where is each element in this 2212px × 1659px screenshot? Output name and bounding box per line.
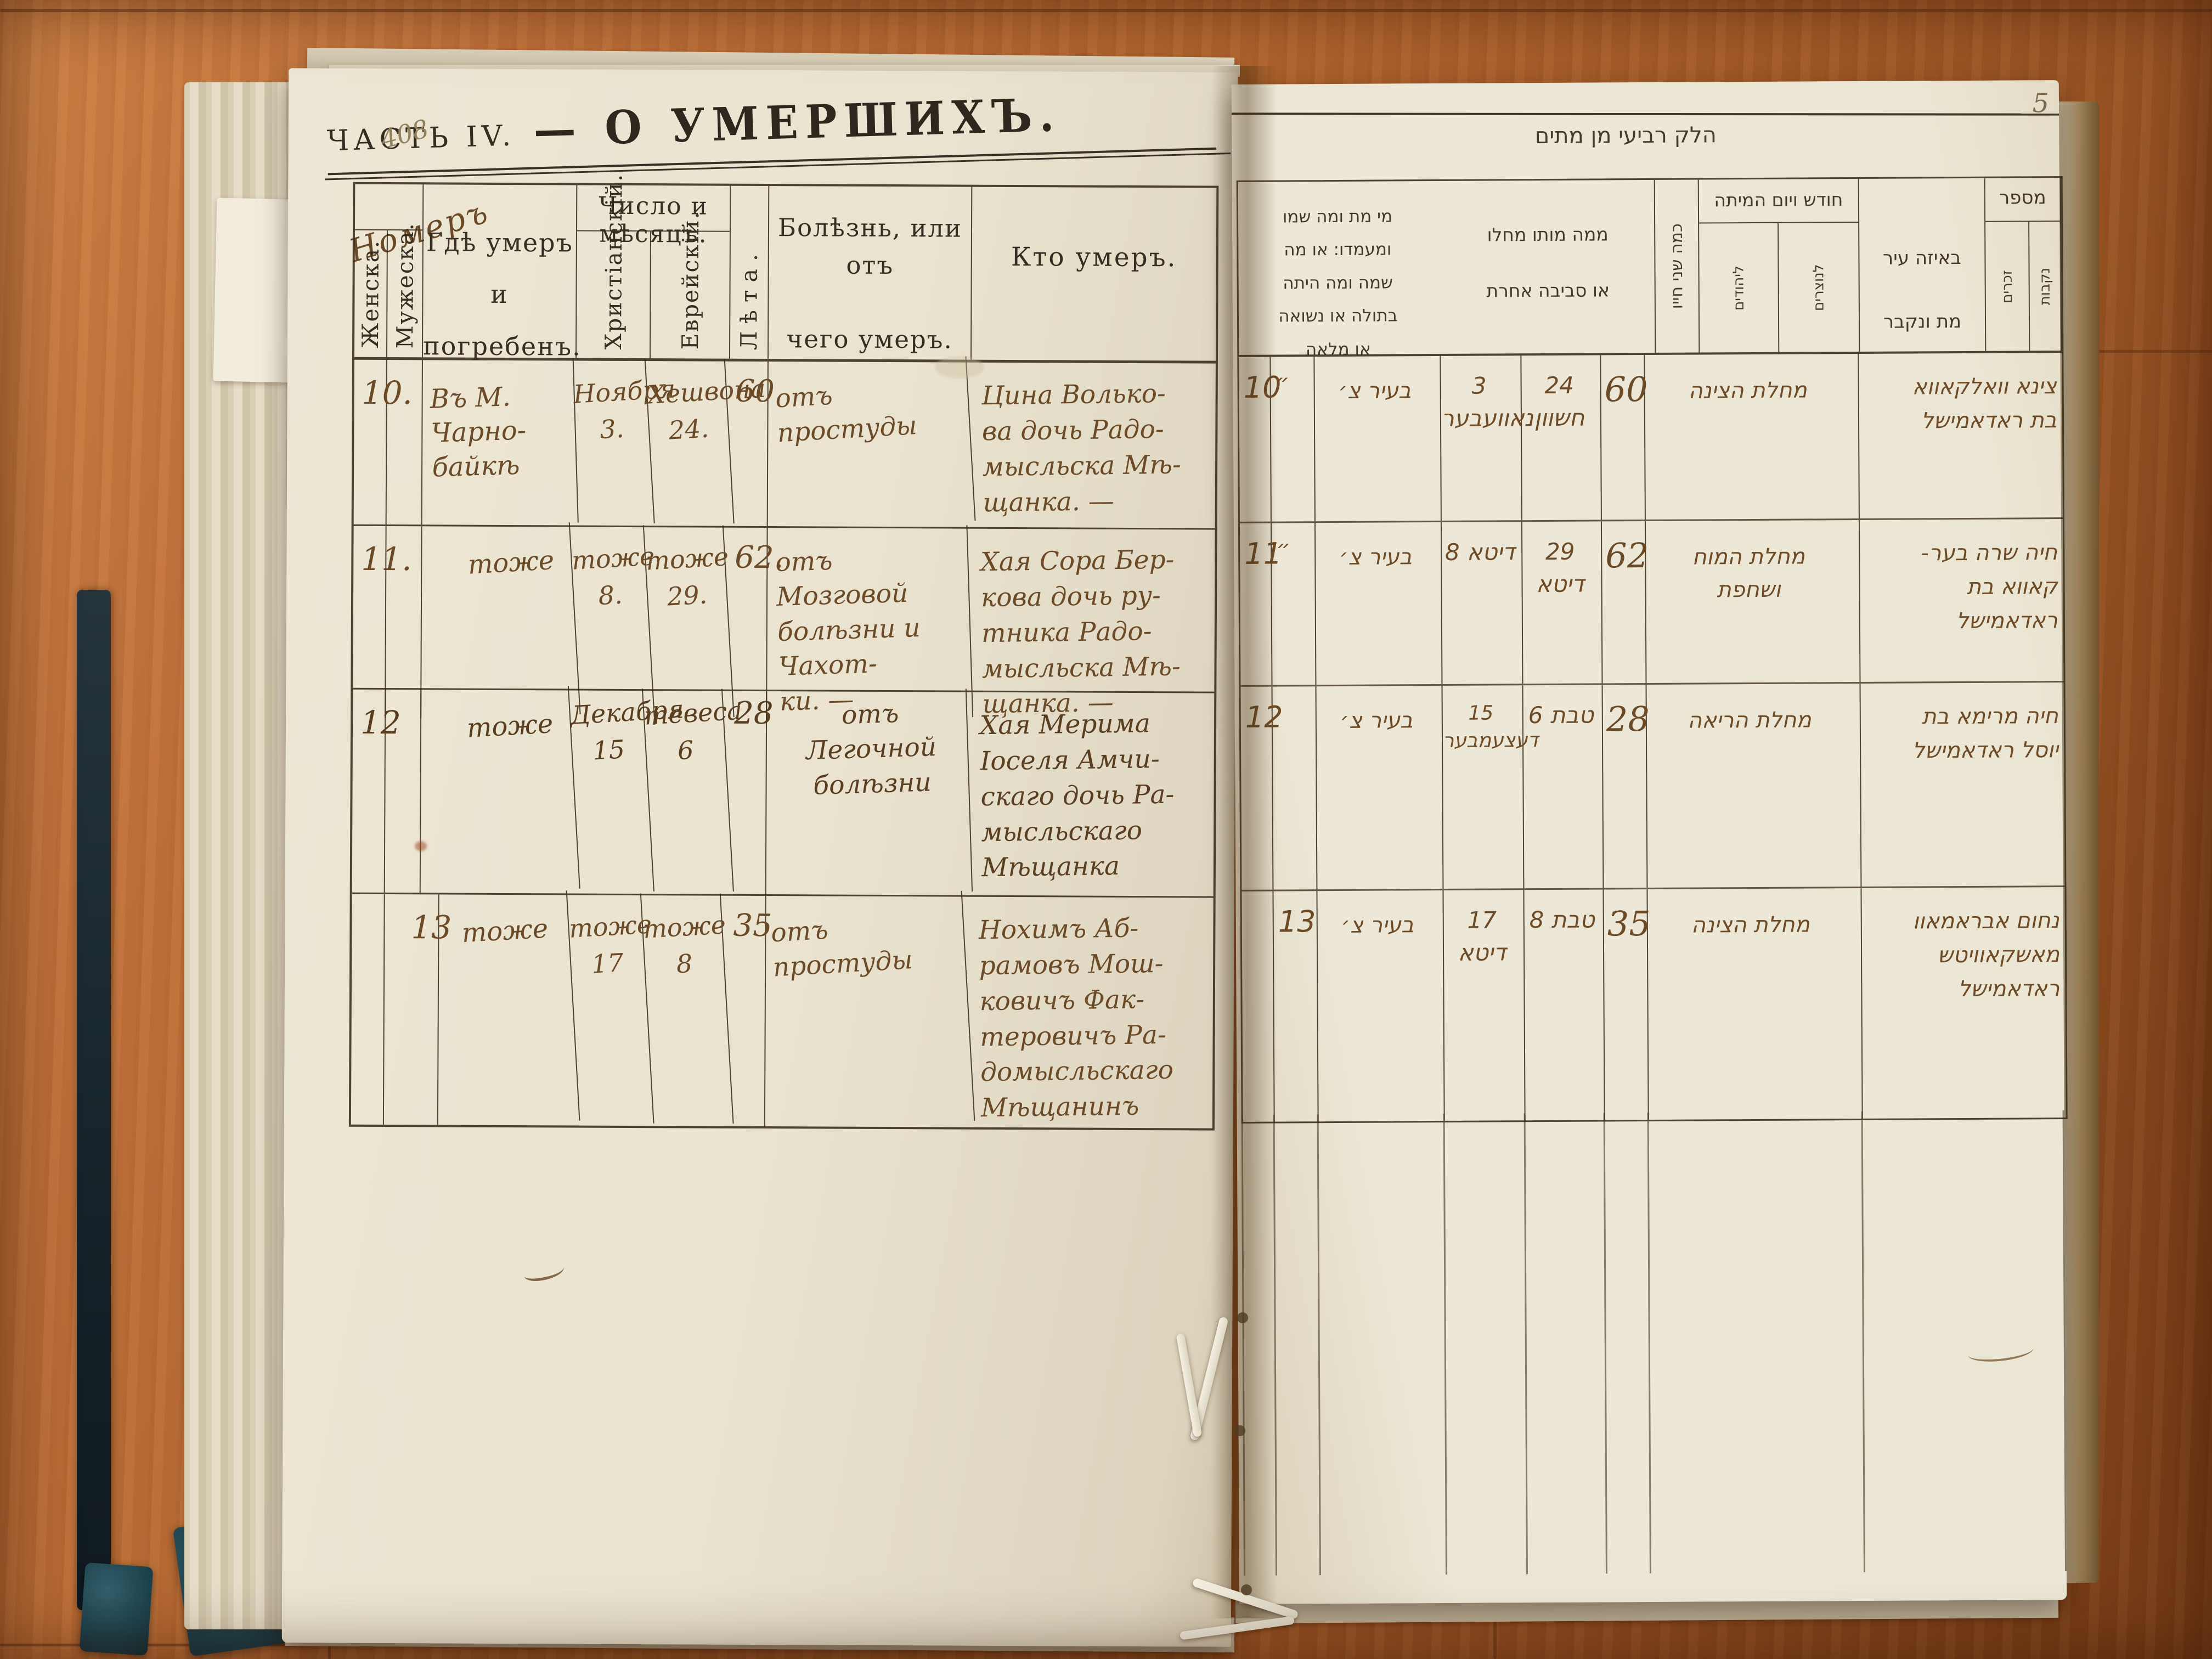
plank-seam xyxy=(0,1644,296,1646)
binding-hole xyxy=(1237,1312,1248,1323)
binding-gutter-shadow xyxy=(1211,66,1277,1618)
book-cover-edge xyxy=(77,590,111,1610)
plank-seam xyxy=(328,1638,331,1659)
plank-seam xyxy=(2094,350,2212,353)
plank-seam xyxy=(1493,1613,1497,1659)
binding-hole xyxy=(1241,1584,1252,1595)
binding-hole xyxy=(1234,1425,1245,1436)
plank-seam xyxy=(0,9,2212,12)
